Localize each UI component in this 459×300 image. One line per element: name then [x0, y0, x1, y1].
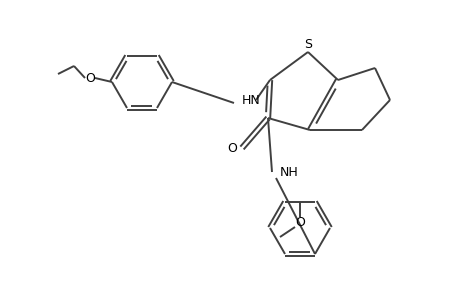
Text: S: S	[303, 38, 311, 50]
Text: O: O	[294, 215, 304, 229]
Text: O: O	[227, 142, 236, 154]
Text: O: O	[85, 71, 95, 85]
Text: HN: HN	[241, 94, 260, 106]
Text: NH: NH	[280, 166, 298, 178]
